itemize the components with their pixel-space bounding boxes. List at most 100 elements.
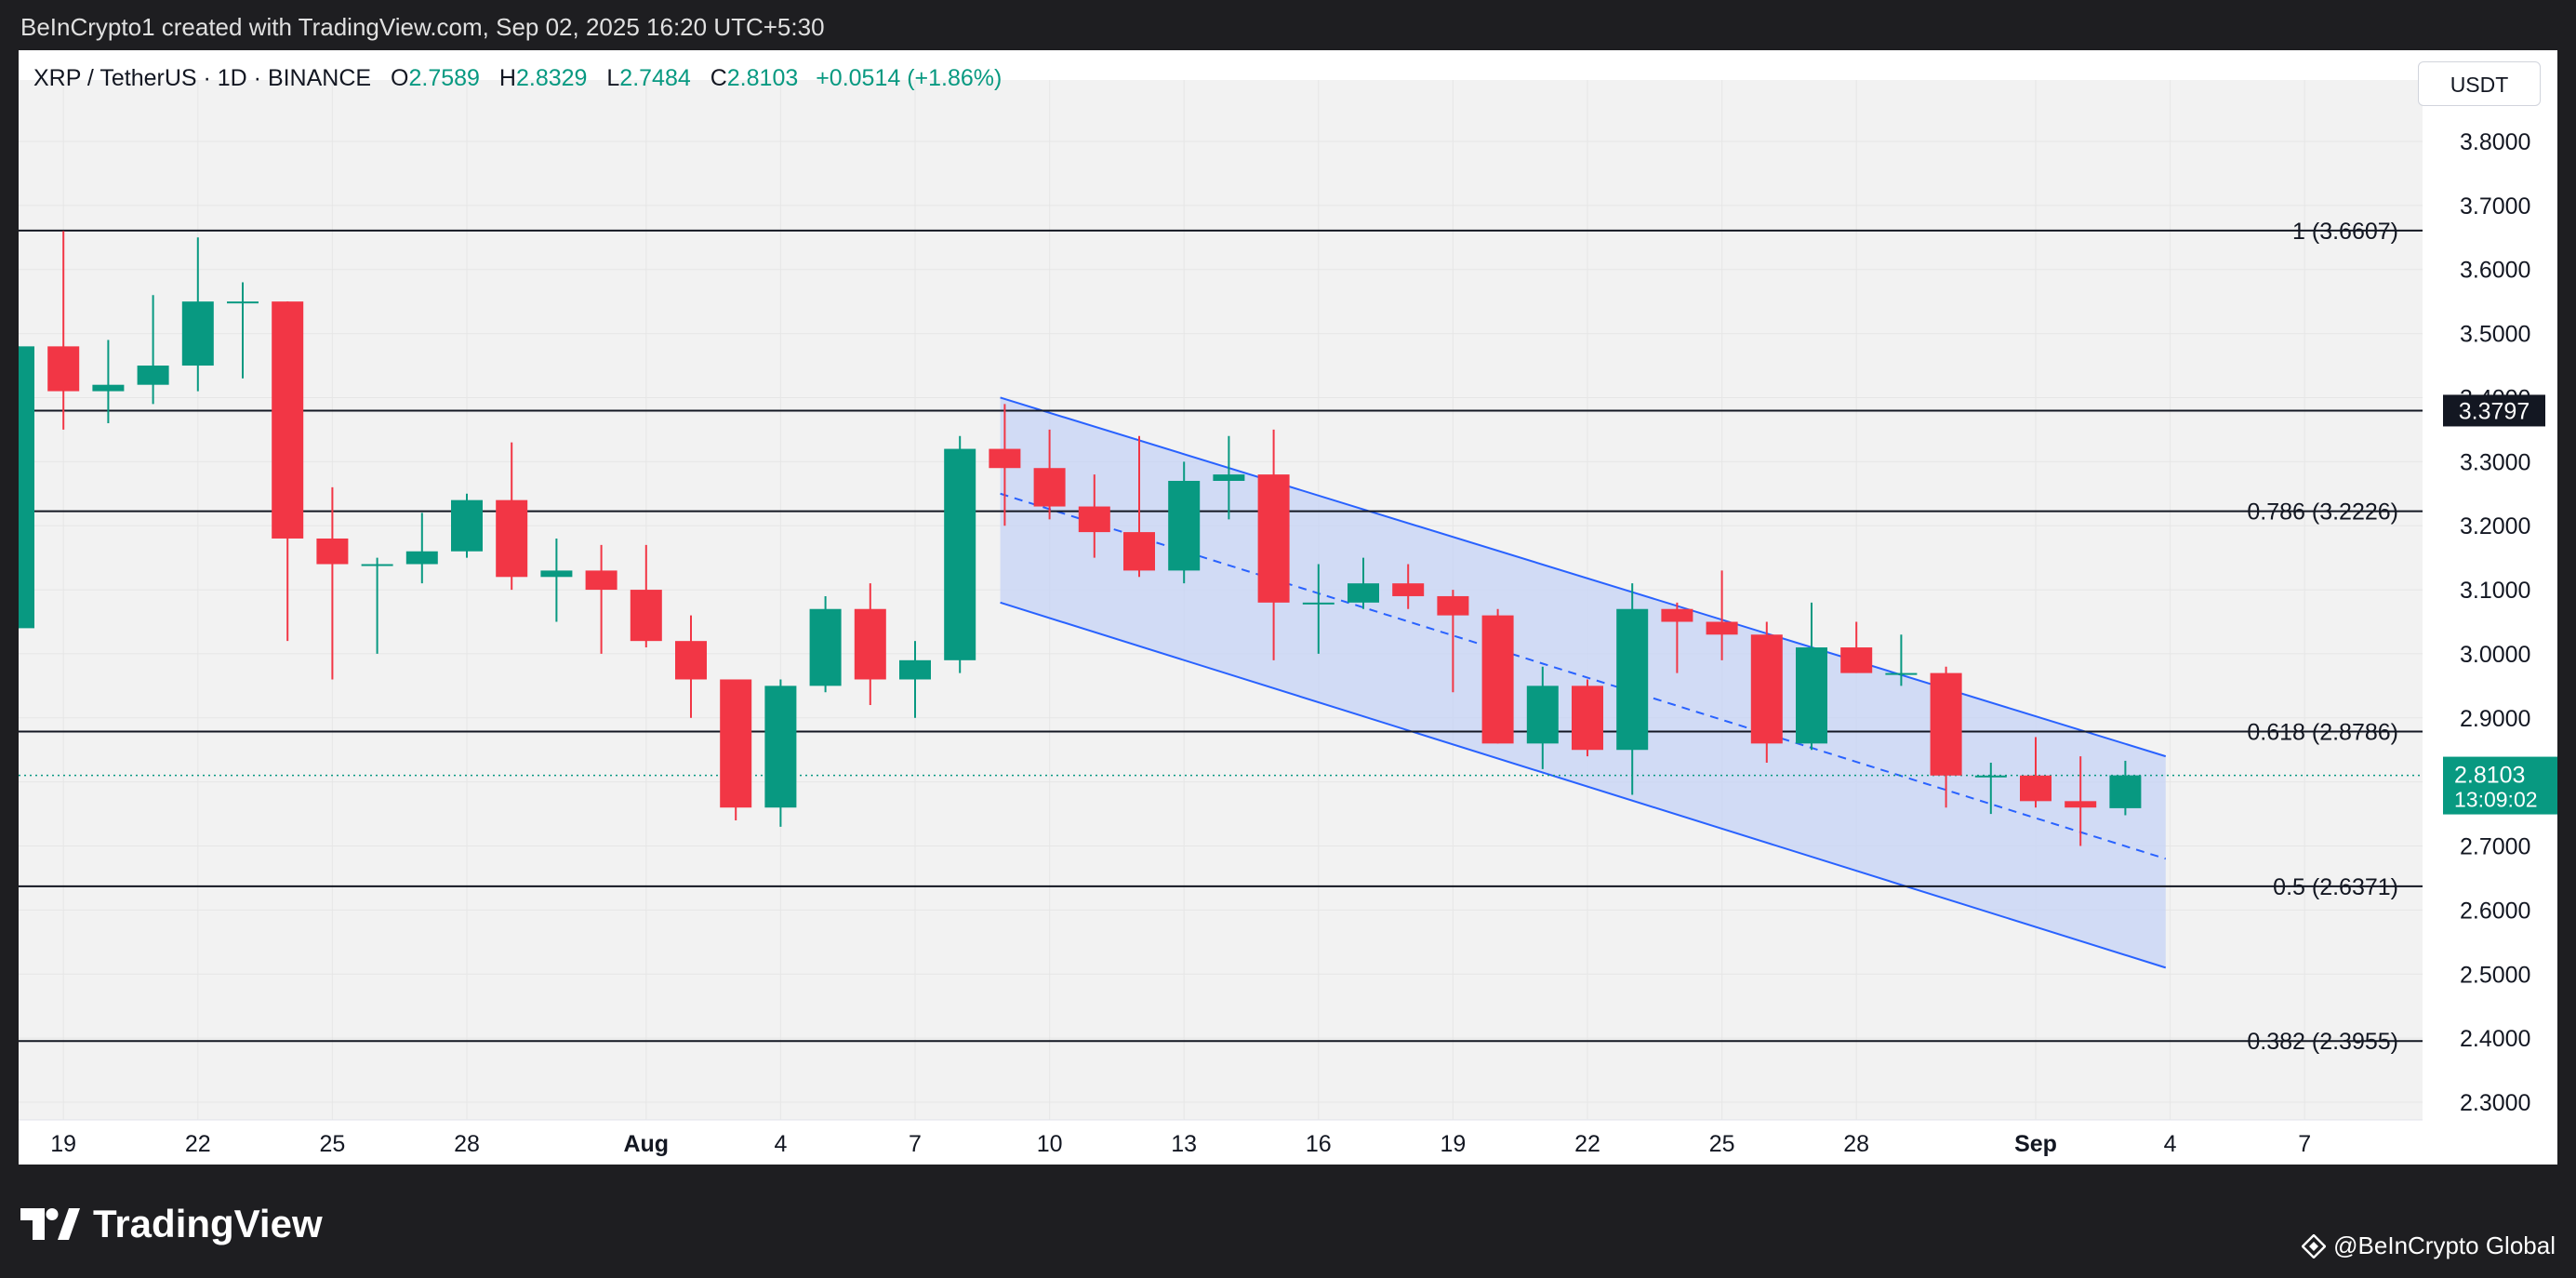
candle-body [1302,602,1334,605]
last-price-tag [2443,756,2557,815]
time-tick-label: 22 [185,1131,211,1157]
candle-body [1796,647,1827,744]
time-tick-label: 25 [1709,1131,1735,1157]
candle-body [1123,532,1155,571]
countdown-label: 13:09:02 [2454,788,2538,812]
candle-body [540,570,573,578]
price-tick-label: 3.1000 [2460,578,2530,604]
fib-label: 0.618 (2.8786) [2247,720,2398,746]
time-tick-label: 4 [774,1131,787,1157]
candle-body [1750,634,1783,744]
close-value: 2.8103 [726,65,799,91]
fib-label: 0.382 (2.3955) [2247,1029,2398,1055]
candle-body [361,564,393,566]
time-tick-label: 25 [319,1131,345,1157]
candle-body [2065,801,2097,808]
candle-body [1348,583,1379,603]
candles [19,231,2142,846]
candle-body [1257,474,1290,603]
time-tick-label: 19 [50,1131,76,1157]
time-tick-label: 19 [1440,1131,1466,1157]
open-label: O [391,65,409,91]
candle-body [944,448,976,660]
candle-body [854,608,886,680]
time-tick-label: 22 [1574,1131,1600,1157]
candle-body [137,366,169,385]
open-value: 2.7589 [408,65,480,91]
time-tick-label: 4 [2164,1131,2177,1157]
candle-body [1213,474,1245,481]
price-chart[interactable]: 1 (3.6607) 0.786 (3.2226) 0.618 (2.8786) 0.… [19,50,2557,1165]
candle-body [1974,775,2007,778]
candle-body [585,570,617,591]
candle-body [764,686,797,808]
price-tick-label: 3.0000 [2460,642,2530,668]
candle-body [1392,583,1425,596]
candle-body [181,301,214,366]
last-price-label: 2.8103 [2454,763,2525,789]
candle-body [1840,647,1873,673]
close-label: C [710,65,727,91]
time-tick-label: 7 [909,1131,922,1157]
credit: @BeInCrypto Global [2302,1231,2556,1260]
candle-body [1930,672,1962,776]
time-axis[interactable]: 19 22 25 28 Aug 4 7 10 13 16 19 22 25 28 Sep 4 7 [19,1119,2423,1165]
candle-body [1616,608,1649,751]
currency-button[interactable]: USDT [2418,61,2541,106]
high-label: H [498,65,516,91]
top-caption-bar: BeInCrypto1 created with TradingView.com… [0,0,2576,50]
candle-body [2109,775,2142,808]
symbol-label[interactable]: XRP / TetherUS · 1D · BINANCE [33,65,372,91]
time-tick-label: 7 [2298,1131,2311,1157]
high-value: 2.8329 [515,65,588,91]
chart-frame[interactable]: 1 (3.6607) 0.786 (3.2226) 0.618 (2.8786) 0.… [19,50,2557,1165]
time-tick-label: 13 [1171,1131,1197,1157]
candle-body [1706,621,1738,635]
price-tick-label: 3.7000 [2460,193,2530,220]
candle-body [316,538,349,565]
candle-body [675,641,707,680]
candle-body [1437,595,1469,616]
candle-body [809,608,842,686]
price-tick-label: 3.6000 [2460,258,2530,284]
descending-channel[interactable] [1000,396,2167,969]
price-tick-label: 2.9000 [2460,706,2530,732]
resistance-price-tag [2443,394,2545,427]
time-axis-bg [19,1120,2423,1165]
footer: TradingView @BeInCrypto Global [0,1165,2576,1278]
fib-levels: 1 (3.6607) 0.786 (3.2226) 0.618 (2.8786) 0.… [19,219,2423,1055]
candle-body [227,301,259,304]
price-tick-label: 3.2000 [2460,513,2530,539]
change-value: +0.0514 (+1.86%) [816,65,1003,91]
channel-mid-line[interactable] [1000,492,2167,860]
price-tick-label: 2.4000 [2460,1026,2530,1052]
price-axis[interactable]: 2.30002.40002.50002.60002.70002.80002.90… [2423,50,2557,1165]
tradingview-logo[interactable]: TradingView [20,1202,323,1246]
price-tick-label: 2.3000 [2460,1090,2530,1116]
credit-text: @BeInCrypto Global [2333,1231,2556,1259]
fib-label: 0.5 (2.6371) [2273,874,2398,900]
price-tick-label: 2.7000 [2460,834,2530,860]
candle-body [1481,615,1514,744]
candle-body [1572,686,1603,751]
brand-name: TradingView [93,1202,323,1245]
channel-fill [1000,397,2166,968]
time-tick-label: 16 [1306,1131,1332,1157]
candle-body [272,301,304,539]
candle-body [1078,506,1110,533]
price-axis-bg [2423,50,2557,1165]
candle-body [720,679,752,808]
ohlc-legend: XRP / TetherUS · 1D · BINANCE O2.7589 H2… [33,65,1002,92]
channel-lower-line[interactable] [1000,601,2167,969]
time-tick-label: Sep [2014,1131,2057,1157]
candle-body [1661,608,1693,622]
price-tick-label: 3.5000 [2460,322,2530,348]
fib-label: 0.786 (3.2226) [2247,499,2398,526]
fib-label: 1 (3.6607) [2292,219,2398,245]
time-tick-label: Aug [623,1131,669,1157]
candle-body [451,499,483,552]
channel-upper-line[interactable] [1000,396,2167,758]
candle-body [899,659,931,680]
low-value: 2.7484 [619,65,691,91]
